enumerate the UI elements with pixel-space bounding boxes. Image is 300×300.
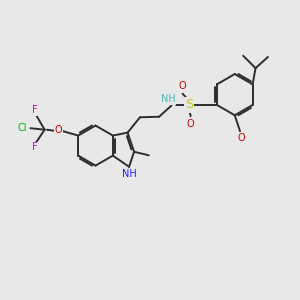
Text: O: O (179, 80, 187, 91)
Text: S: S (185, 98, 193, 112)
Text: F: F (32, 142, 38, 152)
Text: NH: NH (122, 169, 137, 178)
Text: O: O (187, 119, 194, 129)
Text: O: O (55, 125, 63, 135)
Text: F: F (32, 105, 38, 115)
Text: Cl: Cl (17, 123, 27, 133)
Text: O: O (238, 133, 245, 143)
Text: NH: NH (160, 94, 175, 104)
